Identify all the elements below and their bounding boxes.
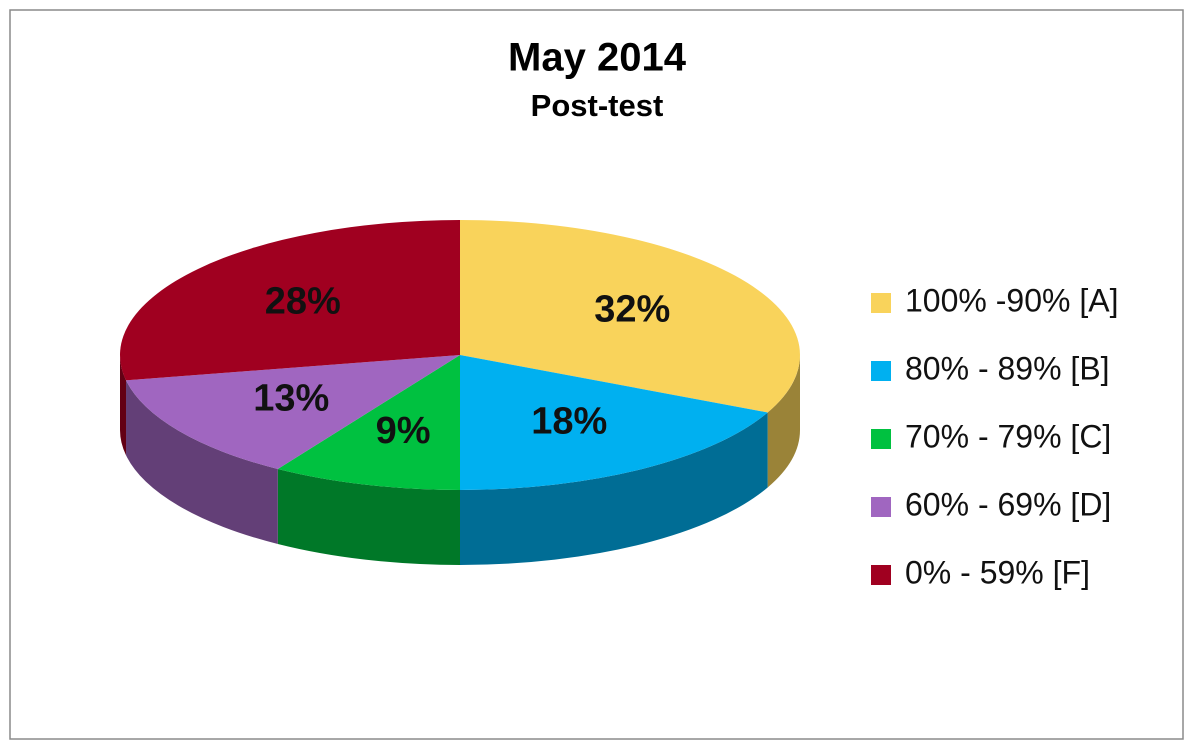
legend-swatch [871,565,891,585]
slice-side [126,380,278,544]
chart-title: May 2014 [508,36,687,80]
slice-side [120,355,127,456]
value-label: 28% [265,280,341,322]
slice [277,355,460,490]
value-label: 13% [253,378,329,420]
slice-side [460,412,768,565]
legend-swatch [871,361,891,381]
slice [460,220,800,413]
value-label: 18% [531,400,607,442]
legend-label: 100% -90% [A] [905,282,1118,318]
legend-swatch [871,293,891,313]
value-label: 32% [594,289,670,331]
slice [460,355,768,490]
value-label: 9% [376,410,431,452]
legend-label: 80% - 89% [B] [905,350,1110,386]
slice [126,355,460,469]
slice [119,220,460,381]
slice-side [277,468,460,565]
legend-label: 70% - 79% [C] [905,418,1111,454]
legend-swatch [871,429,891,449]
chart-subtitle: Post-test [531,88,664,123]
slice-side [767,355,800,488]
legend-label: 0% - 59% [F] [905,554,1090,590]
legend-swatch [871,497,891,517]
legend-label: 60% - 69% [D] [905,486,1111,522]
